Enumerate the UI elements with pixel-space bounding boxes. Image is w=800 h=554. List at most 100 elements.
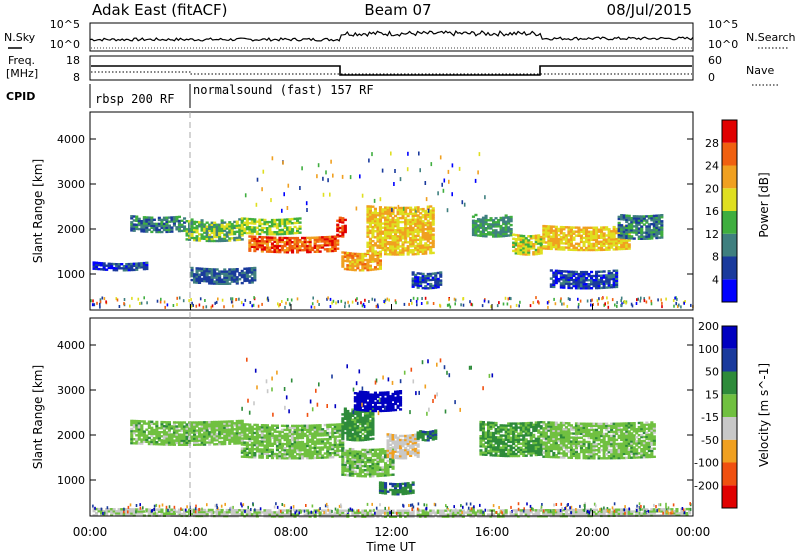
- data-cell: [175, 220, 179, 223]
- data-cell: [353, 452, 357, 455]
- data-cell: [238, 226, 242, 229]
- data-cell: [210, 280, 214, 283]
- data-cell: [230, 436, 234, 439]
- data-cell: [574, 272, 578, 276]
- data-cell: [416, 435, 420, 438]
- data-cell: [361, 252, 365, 256]
- data-cell: [554, 239, 558, 243]
- data-cell: [368, 460, 372, 464]
- data-cell: [406, 450, 410, 454]
- scatter-cell: [361, 193, 364, 198]
- data-cell: [283, 242, 287, 246]
- data-cell: [401, 214, 405, 218]
- data-cell: [426, 272, 430, 276]
- data-cell: [544, 225, 548, 228]
- data-cell: [338, 226, 342, 230]
- data-cell: [494, 421, 498, 425]
- data-cell: [248, 230, 252, 233]
- data-cell: [590, 242, 594, 246]
- data-cell: [130, 264, 134, 268]
- data-cell: [411, 242, 415, 246]
- data-cell: [368, 427, 372, 431]
- data-cell: [507, 216, 511, 219]
- data-cell: [270, 454, 274, 458]
- data-cell: [532, 253, 536, 256]
- data-cell: [394, 206, 398, 210]
- data-cell: [351, 472, 355, 475]
- data-cell: [607, 244, 611, 247]
- data-cell: [321, 442, 325, 445]
- data-cell: [160, 422, 164, 426]
- noise-cell: [296, 297, 299, 301]
- data-cell: [115, 269, 119, 272]
- data-cell: [183, 443, 187, 446]
- data-cell: [358, 450, 362, 453]
- data-cell: [188, 437, 192, 440]
- data-cell: [642, 237, 646, 240]
- data-cell: [509, 426, 513, 429]
- data-cell: [421, 276, 425, 280]
- data-cell: [255, 220, 259, 223]
- data-cell: [273, 248, 277, 252]
- data-cell: [373, 448, 377, 451]
- data-cell: [190, 236, 194, 240]
- data-cell: [303, 244, 307, 248]
- data-cell: [517, 440, 521, 443]
- data-cell: [373, 405, 377, 409]
- data-cell: [155, 432, 159, 436]
- data-cell: [238, 236, 242, 239]
- data-cell: [298, 440, 302, 444]
- data-cell: [228, 227, 232, 230]
- data-cell: [610, 286, 614, 289]
- data-cell: [318, 438, 322, 441]
- data-cell: [582, 287, 586, 290]
- data-cell: [278, 248, 282, 252]
- data-cell: [384, 244, 388, 248]
- noise-cell: [453, 297, 456, 301]
- data-cell: [396, 247, 400, 250]
- data-cell: [610, 238, 614, 241]
- data-cell: [489, 443, 493, 447]
- data-cell: [356, 408, 360, 411]
- data-cell: [188, 220, 192, 223]
- data-cell: [391, 459, 395, 462]
- data-cell: [185, 429, 189, 432]
- data-cell: [323, 456, 327, 459]
- data-cell: [519, 244, 523, 248]
- data-cell: [130, 223, 134, 226]
- data-cell: [479, 220, 483, 223]
- data-cell: [250, 267, 254, 270]
- data-cell: [514, 242, 518, 245]
- data-cell: [135, 422, 139, 425]
- data-cell: [175, 437, 179, 440]
- data-cell: [288, 249, 292, 252]
- data-cell: [258, 232, 262, 236]
- data-cell: [577, 281, 581, 284]
- frequency-trace: [91, 65, 692, 76]
- data-cell: [620, 247, 624, 251]
- data-cell: [250, 443, 254, 447]
- data-cell: [346, 428, 350, 431]
- data-cell: [517, 242, 521, 245]
- data-cell: [348, 266, 352, 269]
- data-cell: [368, 413, 372, 416]
- data-cell: [135, 219, 139, 222]
- data-cell: [253, 452, 257, 455]
- data-cell: [220, 239, 224, 243]
- data-cell: [632, 225, 636, 228]
- data-cell: [346, 420, 350, 423]
- data-cell: [288, 245, 292, 248]
- noise-cell: [232, 304, 234, 308]
- data-cell: [572, 248, 576, 252]
- data-cell: [303, 238, 307, 242]
- data-cell: [509, 440, 513, 444]
- scatter-cell: [463, 202, 466, 207]
- data-cell: [569, 230, 573, 233]
- data-cell: [253, 266, 257, 270]
- noise-cell: [190, 298, 192, 302]
- data-cell: [341, 417, 345, 420]
- data-cell: [406, 241, 410, 244]
- data-cell: [331, 456, 335, 459]
- data-cell: [416, 206, 420, 209]
- data-cell: [130, 268, 134, 272]
